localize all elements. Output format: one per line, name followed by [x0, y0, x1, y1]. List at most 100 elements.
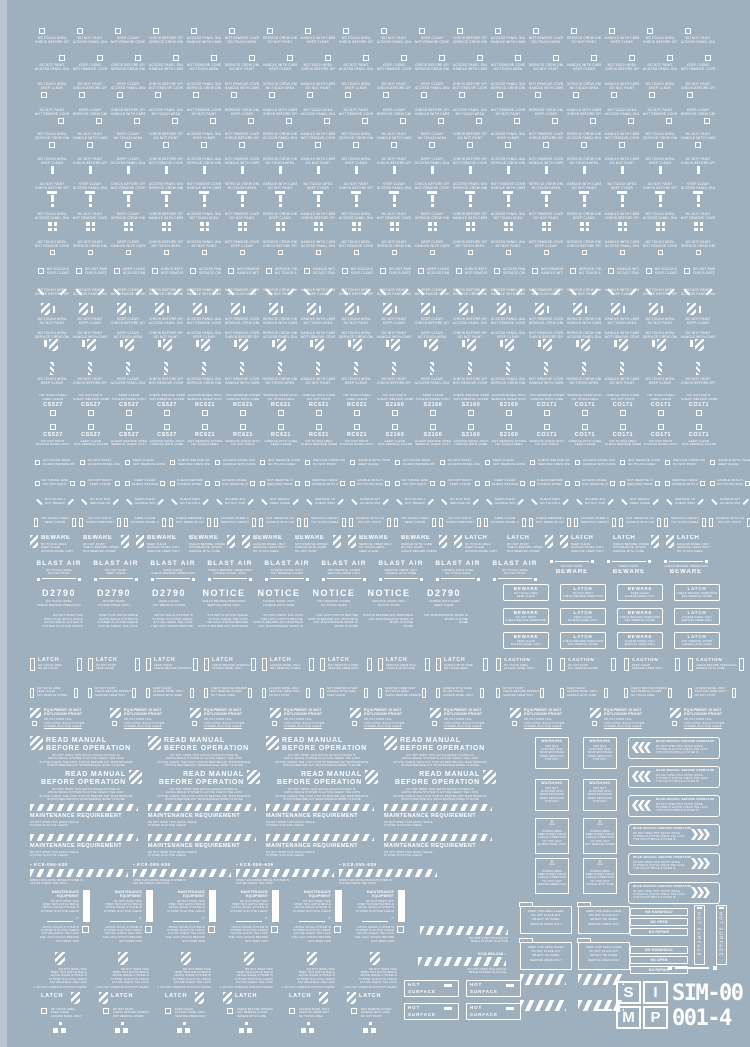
micro-text: HATCH WHILE SYSTEM IS — [236, 974, 273, 978]
bar-shape — [696, 195, 700, 202]
micro-text: STATUS BEFORE ANY MAINTENANCE WORK IS DO… — [47, 764, 125, 767]
micro-text: SYSTEM IS ACTIVE CHECK — [97, 621, 138, 625]
bar-shape — [318, 306, 321, 313]
bar-shape — [83, 890, 90, 922]
decal-tiny-chev: KEEP CLEAR NOT REMOVE COVER — [415, 285, 449, 311]
bar-shape — [618, 227, 622, 231]
hatch-icon — [162, 339, 172, 351]
micro-text: DO NOT PAINT — [77, 132, 103, 136]
micro-text: DO NOT PAINT — [88, 479, 112, 482]
micro-text: HOT — [470, 982, 483, 987]
micro-text: NO TOUCH AREA — [189, 216, 219, 220]
micro-text: ACCESS PANEL ONLY — [131, 521, 159, 524]
micro-text: ACCESS PANEL ONLY — [453, 63, 487, 67]
micro-text: EXPLOSION PROOF — [684, 712, 722, 717]
decal-tiny-chev: ACCESS PANEL ONLY HANDLE WITH CARE — [187, 285, 221, 311]
micro-text: SERVICE CREW ONLY — [359, 543, 393, 546]
bar-shape — [486, 498, 493, 505]
bar-shape — [424, 340, 427, 347]
micro-text: NOT REMOVE COVER — [149, 161, 183, 165]
micro-text: NOT REMOVE COVER — [187, 63, 221, 67]
micro-text: ACCESS PANEL ONLY — [88, 463, 120, 466]
hatch-icon — [345, 303, 354, 315]
micro-text: NO HANDHOLD — [645, 909, 673, 914]
micro-text: SERVICE CREW ONLY — [567, 240, 601, 244]
bar-shape — [596, 1009, 612, 1011]
square-icon — [395, 460, 400, 465]
bar-shape — [585, 227, 589, 231]
hatch-icon — [618, 339, 628, 351]
hatch-icon — [136, 535, 144, 548]
bar-shape — [509, 227, 513, 231]
pole-icon — [429, 362, 434, 375]
bar-shape — [156, 578, 190, 580]
micro-text: HATCH WHILE SYSTEM IS — [105, 906, 142, 910]
micro-text: CHECK BEFORE OPERATION — [401, 549, 437, 553]
micro-text: S2160 — [423, 432, 443, 438]
micro-text: NOT REMOVE COVER — [567, 643, 599, 647]
micro-text: ACCESS PANEL ONLY — [491, 377, 525, 381]
decal-read-manual-chevron-box: READ MANUAL BEFORE OPERATION DO NOT OPEN … — [628, 795, 720, 817]
bar-shape — [379, 577, 382, 581]
micro-text: KEEP CLEAR — [47, 271, 69, 275]
square-icon — [49, 250, 55, 255]
micro-text: CO171 — [688, 432, 710, 438]
micro-text: CAUTION — [696, 657, 723, 662]
decal-tiny-barhatch: SERVICE CREW ONLY ACCESS PANEL ONLY — [263, 331, 297, 357]
micro-text: BEWARE — [669, 569, 703, 575]
micro-text: HANDLE WITH CARE — [444, 664, 473, 667]
micro-text: NO TOUCH AREA — [299, 1014, 323, 1018]
micro-text: CHECK BEFORE OPERATION — [453, 36, 487, 40]
micro-text: ACTIVE CHECK THE LOCK — [49, 980, 87, 984]
micro-text: KEEP CLEAR — [193, 136, 215, 140]
micro-text: SERVICE CREW ONLY — [263, 36, 297, 40]
micro-text: NOT REMOVE COVER — [627, 479, 653, 482]
bar-shape — [363, 577, 366, 581]
micro-text: DO NOT OPEN THIS — [366, 900, 394, 903]
micro-text: SURFACE — [408, 989, 436, 994]
decal-mini-m1: HANDLE WITH CARE KEEP CLEAR — [708, 458, 750, 471]
square-icon — [573, 92, 579, 98]
micro-text: NOT REMOVE COVER — [270, 498, 290, 501]
bar-shape — [126, 166, 130, 174]
decal-boxed-latch: LATCH CHECK BEFORE OPERATION NOT REMOVE CO… — [560, 632, 606, 649]
decal-tiny-barhatch: DO NOT PAINT HANDLE WITH CARE — [73, 331, 107, 357]
micro-text: CHECK BEFORE OPERATION — [643, 40, 677, 44]
bar-shape — [53, 1028, 58, 1033]
micro-text: SERVICE CREW ONLY — [275, 267, 297, 271]
square-icon — [315, 250, 321, 255]
decal-mini-m1: KEEP CLEAR NOT REMOVE COVER — [483, 458, 527, 471]
bar-shape — [81, 498, 88, 505]
micro-text: NOT REMOVE COVER — [225, 212, 259, 216]
micro-text: DO NOT PLACE ANY — [589, 914, 619, 918]
micro-text: SYSTEM IS ACTIVE CHECK — [359, 977, 397, 981]
bar-shape — [354, 203, 358, 207]
pole-icon — [201, 362, 206, 375]
micro-text: BEWARE — [513, 633, 539, 639]
micro-text: DO NOT PAINT — [495, 112, 521, 116]
bar-shape — [547, 227, 551, 231]
micro-text: ACCESS PANEL ONLY — [339, 443, 375, 446]
micro-text: NO TOUCH AREA — [385, 690, 409, 694]
micro-text: HANDLE WITH CARE — [135, 502, 155, 505]
square-icon — [163, 250, 169, 255]
micro-text: READ MANUAL BEFORE OPERATION — [633, 826, 691, 830]
decal-read-manual: READ MANUAL BEFORE OPERATION DO NOT OPEN T… — [30, 770, 142, 802]
micro-text: ACTIVE CHECK THE LOCK — [30, 882, 68, 886]
micro-text: THE LOCK STATUS BEFORE — [205, 621, 248, 625]
micro-text: NO TOUCH AREA — [504, 664, 528, 667]
pole-icon — [657, 362, 662, 375]
micro-text: KEEP CLEAR — [117, 331, 139, 335]
micro-text: NOT REMOVE COVER — [295, 543, 328, 546]
micro-text: HANDLE WITH CARE — [225, 161, 259, 165]
micro-text: EXPLOSION PROOF — [364, 712, 402, 717]
bar-shape — [582, 166, 586, 174]
bar-shape — [542, 227, 546, 231]
micro-text: ANY MAINTENANCE WORK IS — [368, 617, 413, 621]
micro-text: RC621 — [270, 402, 292, 408]
decal-tab-box: KEEP THIS AREA CLEAR DO NOT PLACE ANY OBJE… — [519, 902, 572, 934]
